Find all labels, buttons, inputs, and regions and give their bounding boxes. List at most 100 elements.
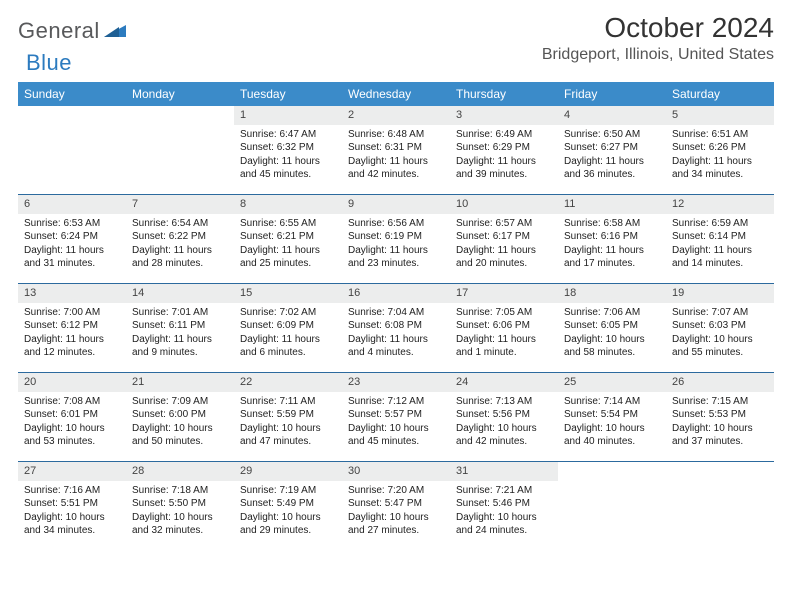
- daylight-text: Daylight: 11 hours and 20 minutes.: [456, 244, 552, 271]
- daylight-text: Daylight: 10 hours and 24 minutes.: [456, 511, 552, 538]
- day-number: 3: [450, 106, 558, 125]
- day-content: Sunrise: 6:48 AMSunset: 6:31 PMDaylight:…: [342, 125, 450, 187]
- logo-text-2: Blue: [26, 50, 72, 76]
- day-number: 6: [18, 195, 126, 214]
- day-content: Sunrise: 6:56 AMSunset: 6:19 PMDaylight:…: [342, 214, 450, 276]
- day-content: Sunrise: 7:07 AMSunset: 6:03 PMDaylight:…: [666, 303, 774, 365]
- week-row: 6Sunrise: 6:53 AMSunset: 6:24 PMDaylight…: [18, 195, 774, 284]
- day-number: 18: [558, 284, 666, 303]
- sunrise-text: Sunrise: 7:13 AM: [456, 395, 552, 409]
- sunrise-text: Sunrise: 7:21 AM: [456, 484, 552, 498]
- daylight-text: Daylight: 11 hours and 1 minute.: [456, 333, 552, 360]
- sunset-text: Sunset: 6:14 PM: [672, 230, 768, 244]
- day-cell: 17Sunrise: 7:05 AMSunset: 6:06 PMDayligh…: [450, 284, 558, 372]
- day-cell: 27Sunrise: 7:16 AMSunset: 5:51 PMDayligh…: [18, 462, 126, 550]
- sunrise-text: Sunrise: 7:04 AM: [348, 306, 444, 320]
- sunrise-text: Sunrise: 6:50 AM: [564, 128, 660, 142]
- sunrise-text: Sunrise: 6:51 AM: [672, 128, 768, 142]
- week-row: 1Sunrise: 6:47 AMSunset: 6:32 PMDaylight…: [18, 106, 774, 195]
- day-cell: 29Sunrise: 7:19 AMSunset: 5:49 PMDayligh…: [234, 462, 342, 550]
- day-number: 20: [18, 373, 126, 392]
- day-number: 28: [126, 462, 234, 481]
- logo: General: [18, 18, 128, 44]
- daylight-text: Daylight: 10 hours and 32 minutes.: [132, 511, 228, 538]
- day-cell: 14Sunrise: 7:01 AMSunset: 6:11 PMDayligh…: [126, 284, 234, 372]
- daylight-text: Daylight: 10 hours and 55 minutes.: [672, 333, 768, 360]
- week-row: 13Sunrise: 7:00 AMSunset: 6:12 PMDayligh…: [18, 284, 774, 373]
- day-cell: 8Sunrise: 6:55 AMSunset: 6:21 PMDaylight…: [234, 195, 342, 283]
- day-number: 5: [666, 106, 774, 125]
- sunrise-text: Sunrise: 7:09 AM: [132, 395, 228, 409]
- sunset-text: Sunset: 6:17 PM: [456, 230, 552, 244]
- day-cell: [666, 462, 774, 550]
- sunset-text: Sunset: 5:56 PM: [456, 408, 552, 422]
- day-content: Sunrise: 7:16 AMSunset: 5:51 PMDaylight:…: [18, 481, 126, 543]
- day-cell: 23Sunrise: 7:12 AMSunset: 5:57 PMDayligh…: [342, 373, 450, 461]
- day-content: Sunrise: 7:12 AMSunset: 5:57 PMDaylight:…: [342, 392, 450, 454]
- day-cell: 20Sunrise: 7:08 AMSunset: 6:01 PMDayligh…: [18, 373, 126, 461]
- daylight-text: Daylight: 11 hours and 34 minutes.: [672, 155, 768, 182]
- daylight-text: Daylight: 11 hours and 23 minutes.: [348, 244, 444, 271]
- day-cell: 25Sunrise: 7:14 AMSunset: 5:54 PMDayligh…: [558, 373, 666, 461]
- sunrise-text: Sunrise: 7:07 AM: [672, 306, 768, 320]
- logo-text-1: General: [18, 18, 100, 44]
- day-number: 2: [342, 106, 450, 125]
- day-content: Sunrise: 7:06 AMSunset: 6:05 PMDaylight:…: [558, 303, 666, 365]
- day-content: Sunrise: 7:01 AMSunset: 6:11 PMDaylight:…: [126, 303, 234, 365]
- sunset-text: Sunset: 5:47 PM: [348, 497, 444, 511]
- weekday-thursday: Thursday: [450, 82, 558, 106]
- sunset-text: Sunset: 5:54 PM: [564, 408, 660, 422]
- day-cell: 7Sunrise: 6:54 AMSunset: 6:22 PMDaylight…: [126, 195, 234, 283]
- day-cell: [558, 462, 666, 550]
- day-number: 24: [450, 373, 558, 392]
- daylight-text: Daylight: 10 hours and 27 minutes.: [348, 511, 444, 538]
- sunrise-text: Sunrise: 7:14 AM: [564, 395, 660, 409]
- day-content: Sunrise: 7:11 AMSunset: 5:59 PMDaylight:…: [234, 392, 342, 454]
- day-number: 13: [18, 284, 126, 303]
- daylight-text: Daylight: 11 hours and 12 minutes.: [24, 333, 120, 360]
- day-cell: 21Sunrise: 7:09 AMSunset: 6:00 PMDayligh…: [126, 373, 234, 461]
- daylight-text: Daylight: 11 hours and 36 minutes.: [564, 155, 660, 182]
- daylight-text: Daylight: 11 hours and 17 minutes.: [564, 244, 660, 271]
- day-number: 11: [558, 195, 666, 214]
- daylight-text: Daylight: 10 hours and 50 minutes.: [132, 422, 228, 449]
- sunset-text: Sunset: 6:03 PM: [672, 319, 768, 333]
- sunrise-text: Sunrise: 6:57 AM: [456, 217, 552, 231]
- day-content: Sunrise: 6:51 AMSunset: 6:26 PMDaylight:…: [666, 125, 774, 187]
- daylight-text: Daylight: 11 hours and 6 minutes.: [240, 333, 336, 360]
- sunrise-text: Sunrise: 7:19 AM: [240, 484, 336, 498]
- day-number: 29: [234, 462, 342, 481]
- day-cell: 10Sunrise: 6:57 AMSunset: 6:17 PMDayligh…: [450, 195, 558, 283]
- day-content: Sunrise: 7:09 AMSunset: 6:00 PMDaylight:…: [126, 392, 234, 454]
- day-cell: 30Sunrise: 7:20 AMSunset: 5:47 PMDayligh…: [342, 462, 450, 550]
- day-cell: 5Sunrise: 6:51 AMSunset: 6:26 PMDaylight…: [666, 106, 774, 194]
- sunset-text: Sunset: 6:29 PM: [456, 141, 552, 155]
- day-number: 21: [126, 373, 234, 392]
- daylight-text: Daylight: 11 hours and 31 minutes.: [24, 244, 120, 271]
- daylight-text: Daylight: 10 hours and 34 minutes.: [24, 511, 120, 538]
- day-cell: 26Sunrise: 7:15 AMSunset: 5:53 PMDayligh…: [666, 373, 774, 461]
- weekday-tuesday: Tuesday: [234, 82, 342, 106]
- day-number: 9: [342, 195, 450, 214]
- day-content: Sunrise: 7:19 AMSunset: 5:49 PMDaylight:…: [234, 481, 342, 543]
- day-number: 14: [126, 284, 234, 303]
- day-number: 19: [666, 284, 774, 303]
- daylight-text: Daylight: 10 hours and 53 minutes.: [24, 422, 120, 449]
- day-cell: 13Sunrise: 7:00 AMSunset: 6:12 PMDayligh…: [18, 284, 126, 372]
- day-number: 31: [450, 462, 558, 481]
- day-content: Sunrise: 7:18 AMSunset: 5:50 PMDaylight:…: [126, 481, 234, 543]
- sunset-text: Sunset: 6:08 PM: [348, 319, 444, 333]
- day-content: Sunrise: 7:14 AMSunset: 5:54 PMDaylight:…: [558, 392, 666, 454]
- sunset-text: Sunset: 6:16 PM: [564, 230, 660, 244]
- sunrise-text: Sunrise: 6:59 AM: [672, 217, 768, 231]
- sunrise-text: Sunrise: 7:00 AM: [24, 306, 120, 320]
- day-number: 25: [558, 373, 666, 392]
- sunset-text: Sunset: 5:59 PM: [240, 408, 336, 422]
- sunset-text: Sunset: 6:05 PM: [564, 319, 660, 333]
- day-content: Sunrise: 7:05 AMSunset: 6:06 PMDaylight:…: [450, 303, 558, 365]
- day-content: Sunrise: 7:20 AMSunset: 5:47 PMDaylight:…: [342, 481, 450, 543]
- day-cell: 3Sunrise: 6:49 AMSunset: 6:29 PMDaylight…: [450, 106, 558, 194]
- day-number: 12: [666, 195, 774, 214]
- sunrise-text: Sunrise: 6:56 AM: [348, 217, 444, 231]
- weeks-container: 1Sunrise: 6:47 AMSunset: 6:32 PMDaylight…: [18, 106, 774, 550]
